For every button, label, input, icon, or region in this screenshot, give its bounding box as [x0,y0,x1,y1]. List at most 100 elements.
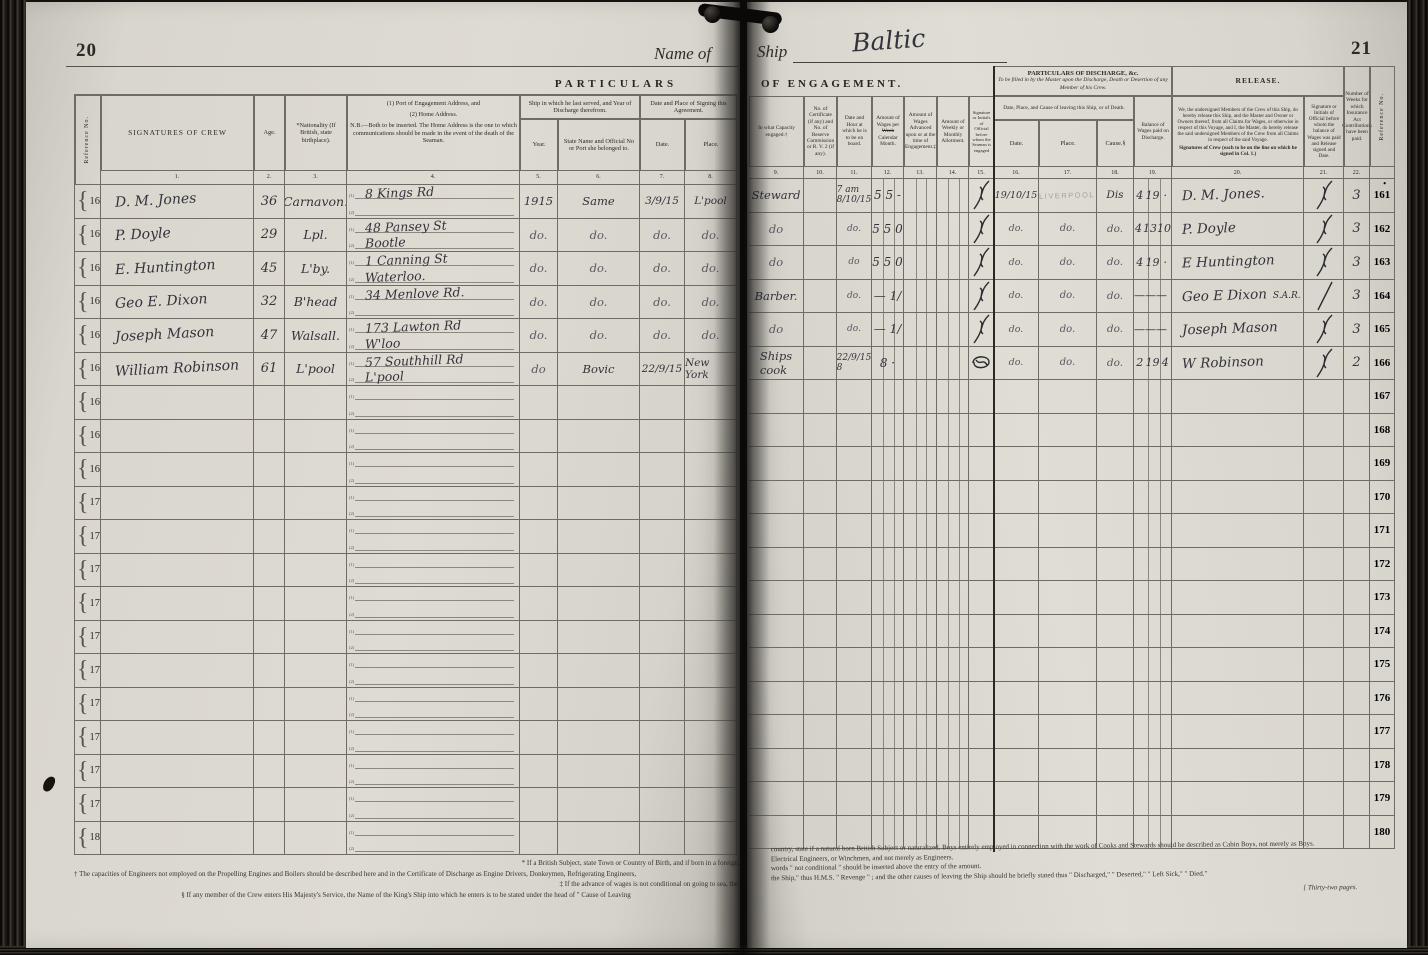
discharge-place-cell: do. [1039,279,1097,313]
balance-part: 10 [1157,222,1171,236]
column-number: 12. [872,167,904,179]
date-hour-col-header: Date and Hour at which he is to be on bo… [837,96,872,167]
discharge-place-cell [1039,715,1097,749]
official15-cell [969,179,994,213]
official15-cell [969,447,994,481]
year-cell: do. [520,252,558,286]
binder-post-bottom [762,16,779,33]
discharge-place-cell: LIVERPOOL [1039,179,1097,213]
date-hour-cell [837,782,872,816]
cause-cell: Dis [1097,179,1134,213]
address-line-2: (2) [349,437,514,450]
row-number: 176 [89,698,101,710]
official15-cell [969,279,994,313]
table-row: {172 (1) (2) [75,553,737,587]
line-tag: (2) [349,544,355,550]
allotment-cell [937,313,969,347]
signing-date-cell [640,453,685,487]
right-ref-cell: 169 [1370,447,1395,481]
date-hour-cell: 7 am 8/10/15 [837,179,872,213]
address-line-1: (1) [349,421,514,434]
signing-date-cell [640,419,685,453]
row-number: 167 [89,396,101,408]
official15-cell [969,346,994,380]
weeks-cell [1344,480,1370,514]
nationality-value: L'by. [300,260,331,276]
wages-cell: 8 · [872,346,904,380]
address-cell: (1) (2) [347,754,520,788]
wages-cell [872,614,904,648]
table-row: do do 5 5 0 do. do. do. 4 19 · E Huntington 3 163 [749,246,1395,280]
weeks-cell: 3 [1344,212,1370,246]
cause-cell [1097,681,1134,715]
discharge-place-cell [1039,447,1097,481]
official-initials-mark [1315,180,1332,210]
advanced-cell [904,715,937,749]
address-note: N.B.—Both to be inserted. The Home Addre… [350,122,517,144]
book-edge-right [1406,0,1428,955]
table-row: do do. — 1/do. do. do. ——— Joseph Mason 3 165 [749,313,1395,347]
weeks-cell [1344,815,1370,849]
last-ship-cell [558,754,640,788]
ref-cell: {169 [75,453,101,487]
signature-cell [101,453,254,487]
crew-signature: E. Huntington [114,257,216,279]
ref-cell: {176 [75,687,101,721]
signature-cell: D. M. Jones [101,185,254,219]
discharge-date-cell: do. [994,313,1039,347]
row-number: 179 [1373,792,1391,805]
certificate-cell [804,380,837,414]
discharge-date-value: 19/10/15 [994,189,1038,201]
date-hour-cell [837,614,872,648]
last-ship-cell [558,620,640,654]
year-cell [520,788,558,822]
discharge-date-cell [994,681,1039,715]
row-number: 177 [1373,725,1391,738]
allotment-cell [937,715,969,749]
address-cell: (1) 1 Canning St (2) Waterloo. [347,252,520,286]
official21-cell [1304,815,1344,849]
column-number: 15. [969,167,994,179]
row-number: 170 [89,497,101,509]
table-row: {168 (1) (2) [75,419,737,453]
age-cell [254,419,285,453]
address-line-2: (2) [349,202,514,216]
line-tag: (1) [349,528,355,534]
table-row: 177 [749,715,1395,749]
release-text: We, the undersigned Members of the Crew … [1177,106,1299,143]
capacity-value: do [768,322,784,337]
discharge-date-value: do. [1008,357,1024,369]
signing-date-cell: do. [640,218,685,252]
address-cell: (1) 48 Pansey St (2) Bootle [347,218,520,252]
table-row: {175 (1) (2) [75,654,737,688]
signing-date-cell [640,687,685,721]
capacity-cell [749,447,804,481]
certificate-cell [804,581,837,615]
address-line-1: (1) [349,722,514,736]
nationality-cell [285,453,347,487]
official21-cell [1304,648,1344,682]
cell-value: do. [589,294,608,309]
cell-value: 22/9/15 [641,362,683,375]
cell-value: do. [653,294,671,309]
balance-cell: 4 19 · [1134,179,1172,213]
discharge-date-cell [994,380,1039,414]
cause-cell [1097,514,1134,548]
table-row: do do. 5 5 0 do. do. do. 4 13 10 P. Doyle 3 162 [749,212,1395,246]
address-cell: (1) (2) [347,821,520,855]
address-line-1: (1) 48 Pansey St [349,219,514,235]
line-tag: (2) [349,846,355,851]
address-line-2: (2) [349,805,514,819]
wages-cell [872,447,904,481]
address-cell: (1) (2) [347,654,520,688]
year-cell [520,553,558,587]
cell-value: New York [685,356,710,381]
right-ref-cell: • 161 [1370,179,1395,213]
of-engagement-title: OF ENGAGEMENT. [761,78,904,90]
table-row: 176 [749,681,1395,715]
year-cell [520,587,558,621]
balance-part: 19 [1145,188,1160,202]
date-hour-cell [837,581,872,615]
balance-cell: 4 13 10 [1134,212,1172,246]
advanced-cell [904,279,937,313]
